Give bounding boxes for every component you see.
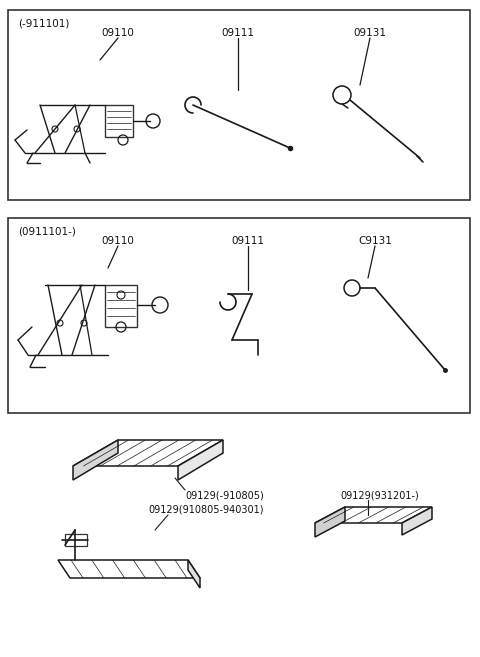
Text: 09129(931201-): 09129(931201-) xyxy=(340,490,419,500)
Bar xyxy=(8,218,470,413)
Polygon shape xyxy=(315,507,432,523)
Polygon shape xyxy=(178,440,223,480)
Polygon shape xyxy=(315,507,345,537)
Bar xyxy=(65,534,87,546)
Polygon shape xyxy=(73,440,223,466)
Text: 09111: 09111 xyxy=(231,236,264,246)
Text: 09129(910805-940301): 09129(910805-940301) xyxy=(148,505,264,515)
Polygon shape xyxy=(188,560,200,588)
Text: 09110: 09110 xyxy=(102,236,134,246)
Bar xyxy=(105,285,137,327)
Text: 09110: 09110 xyxy=(102,28,134,38)
Text: C9131: C9131 xyxy=(358,236,392,246)
Bar xyxy=(105,105,133,137)
Text: (-911101): (-911101) xyxy=(18,18,70,28)
Bar xyxy=(8,10,470,200)
Polygon shape xyxy=(58,560,200,578)
Text: 09129(-910805): 09129(-910805) xyxy=(185,490,264,500)
Text: 09131: 09131 xyxy=(353,28,386,38)
Text: (0911101-): (0911101-) xyxy=(18,226,76,236)
Text: 09111: 09111 xyxy=(221,28,254,38)
Polygon shape xyxy=(73,440,118,480)
Polygon shape xyxy=(402,507,432,535)
